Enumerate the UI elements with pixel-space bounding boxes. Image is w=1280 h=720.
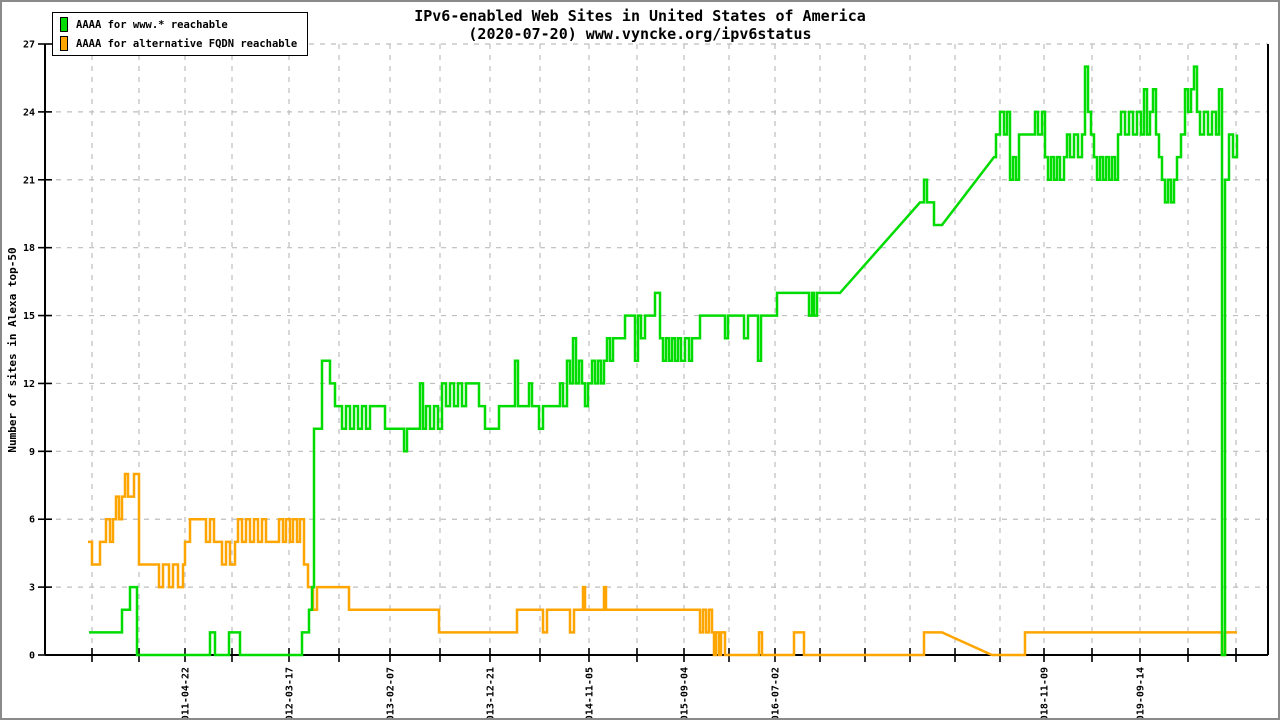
legend-swatch-green <box>60 17 68 32</box>
x-tick-label: 2018-11-09 <box>1040 667 1051 720</box>
x-tick-label: 2016-07-02 <box>771 667 782 720</box>
y-tick-label: 15 <box>23 311 35 322</box>
y-tick-label: 9 <box>29 447 35 458</box>
x-tick-label: 2013-12-21 <box>486 667 497 720</box>
y-tick-label: 24 <box>23 107 35 118</box>
legend-swatch-orange <box>60 36 68 51</box>
y-tick-label: 18 <box>23 243 35 254</box>
x-tick-label: 2013-02-07 <box>386 667 397 720</box>
legend-label-alt-fqdn: AAAA for alternative FQDN reachable <box>76 37 298 50</box>
chart-title-line1: IPv6-enabled Web Sites in United States … <box>414 7 866 25</box>
y-tick-label: 6 <box>29 515 35 526</box>
green-series-path <box>89 65 1239 657</box>
y-tick-label: 3 <box>29 583 35 594</box>
legend-item-alt-fqdn: AAAA for alternative FQDN reachable <box>60 36 297 51</box>
orange-series-path <box>88 472 1237 657</box>
x-tick-label: 2011-04-22 <box>181 667 192 720</box>
x-tick-label: 2019-09-14 <box>1136 667 1147 720</box>
y-tick-label: 12 <box>23 379 35 390</box>
y-tick-label: 0 <box>29 651 35 662</box>
legend-label-www: AAAA for www.* reachable <box>76 18 228 31</box>
x-tick-label: 2014-11-05 <box>585 667 596 720</box>
legend-item-www: AAAA for www.* reachable <box>60 17 297 32</box>
x-tick-label: 2012-03-17 <box>285 667 296 720</box>
y-tick-label: 27 <box>23 40 35 51</box>
legend: AAAA for www.* reachable AAAA for altern… <box>52 12 309 56</box>
x-tick-label: 2015-09-04 <box>680 667 691 720</box>
chart-title: IPv6-enabled Web Sites in United States … <box>2 7 1278 43</box>
y-axis-title: Number of sites in Alexa top-50 <box>6 247 19 453</box>
chart-title-line2: (2020-07-20) www.vyncke.org/ipv6status <box>468 25 812 43</box>
y-tick-label: 21 <box>23 175 35 186</box>
